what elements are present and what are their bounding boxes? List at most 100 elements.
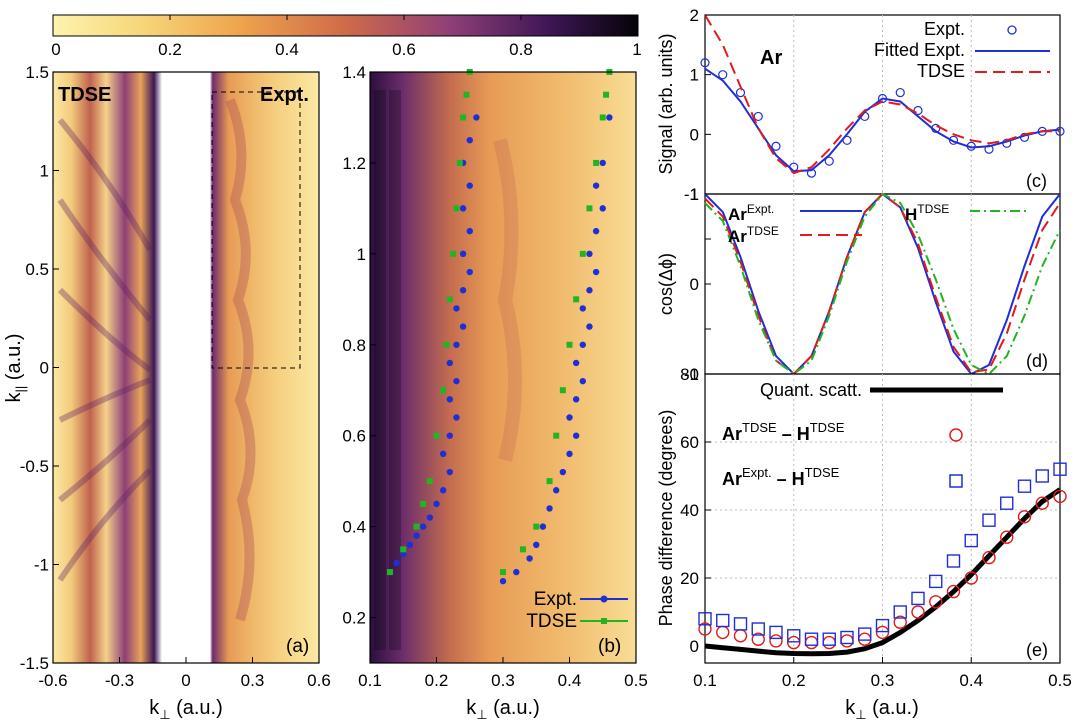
panel-a-roi-box: [211, 91, 301, 369]
panel-e-x-tick-label: 0.3: [871, 671, 895, 690]
panel-b-tdse-point: [443, 341, 450, 348]
panel-b-legend: Expt. TDSE: [526, 589, 628, 632]
panel-e-ar-expt-point: [822, 632, 836, 646]
panel-e-ar-expt-point: [716, 613, 730, 628]
panel-c-expt-point: [824, 156, 834, 166]
panel-e-legend-quant-label: Quant. scatt.: [760, 380, 862, 400]
panel-e-ar-expt-point: [946, 554, 961, 568]
panel-b-tdse-point: [460, 114, 467, 121]
panel-e-ar-expt-point: [858, 627, 872, 641]
panel-d-h-tdse-line: [704, 192, 1061, 376]
panel-c-y-tick-label: -1: [684, 185, 699, 204]
panel-e-ar-tdse-point: [1035, 496, 1049, 510]
panel-a-x-label-base: k: [149, 697, 160, 719]
panel-e-legend-ar-tdse-sup1: TDSE: [742, 420, 777, 435]
panel-a-y-tick-label: -1.5: [20, 654, 49, 673]
panel-d-legend: ArExpt. ArTDSE HTDSE: [728, 202, 1030, 246]
panel-b-tdse-point: [573, 296, 580, 303]
panel-e-ar-tdse-point: [733, 629, 748, 643]
panel-b-expt-point: [592, 182, 600, 189]
panel-e-ar-tdse-point: [787, 635, 801, 650]
panel-b-expt-point: [579, 305, 586, 312]
panel-b-tdse-point: [586, 205, 593, 212]
panel-e-ar-expt-point: [751, 622, 765, 636]
panel-b-y-tick-label: 0.4: [342, 518, 366, 537]
panel-e-ar-expt-point: [1000, 496, 1014, 510]
panel-d-legend-ar-expt-base: Ar: [728, 205, 747, 224]
panel-d-grid: [793, 194, 972, 374]
panel-e-legend-ar-tdse-marker: [949, 428, 963, 442]
panel-e-ar-expt-point: [733, 617, 748, 631]
panel-b-expt-point: [572, 396, 580, 403]
panel-b-texture: [374, 90, 522, 650]
panel-e-y-tick-label: 20: [680, 569, 699, 588]
panel-b-tdse-point: [440, 387, 447, 394]
panel-e-x-ticks: 0.1 0.2 0.3 0.4 0.5: [693, 657, 1072, 690]
panel-a-x-label-unit: (a.u.): [171, 697, 223, 719]
panel-b-expt-point: [513, 568, 520, 576]
panel-b-y-tick-label: 0.6: [342, 427, 366, 446]
panel-a-y-ticks: 1.5 1 0.5 0 -0.5 -1 -1.5: [20, 63, 59, 673]
panel-c-y-label: Signal (arb. units): [656, 33, 676, 174]
panel-b-expt-point: [466, 182, 473, 189]
panel-b-x-label: k⊥ (a.u.): [466, 697, 540, 722]
panel-a-y-tick-label: -0.5: [20, 457, 49, 476]
panel-c-series: [700, 14, 1065, 178]
panel-b-tdse-point: [553, 432, 560, 439]
panel-b-expt-point: [446, 359, 453, 367]
panel-a-texture: [57, 98, 256, 622]
panel-a-y-label: k|| (a.u.): [3, 333, 28, 402]
panel-c-tag: (c): [1026, 171, 1047, 191]
panel-e-y-tick-label: 80: [680, 365, 699, 384]
panel-a-y-tick-label: -1: [34, 556, 49, 575]
panel-b-expt-point: [446, 396, 453, 403]
panel-d-series: [704, 192, 1061, 376]
panel-d-y-label: cos(Δϕ): [656, 253, 676, 315]
panel-c-y-tick-label: 0: [690, 125, 699, 144]
panel-b-tdse-point: [400, 546, 407, 553]
panel-b-expt-point: [586, 323, 593, 330]
panel-b-tdse-point: [603, 91, 610, 98]
panel-d-legend-ar-tdse-label: ArTDSE: [728, 224, 779, 246]
panel-b-y-tick-label: 1.4: [342, 63, 366, 82]
panel-b-x-label-base: k: [466, 697, 477, 719]
panel-e-ar-expt-point: [769, 625, 783, 640]
panel-e-ar-tdse-point: [840, 634, 854, 648]
panel-c-species-label: Ar: [760, 47, 782, 69]
panel-b-expt-point: [459, 250, 467, 258]
panel-c-expt-point: [895, 87, 905, 98]
panel-c-expt-point: [1055, 126, 1065, 136]
panel-a-x-tick-label: -0.6: [38, 671, 67, 690]
panel-a-y-label-base: k: [3, 392, 25, 403]
panel-a-y-label-unit: (a.u.): [3, 333, 25, 385]
panel-b-series: [386, 69, 613, 585]
colorbar-tick-label: 0.6: [392, 40, 416, 59]
panel-b-expt-point: [426, 514, 434, 521]
panel-a-x-tick-label: 0: [181, 671, 190, 690]
panel-b-expt-point: [459, 323, 467, 330]
panel-b-expt-point: [526, 555, 533, 562]
panel-d-legend-ar-expt-label: ArExpt.: [728, 202, 774, 224]
panel-a-x-tick-label: 0.6: [307, 671, 331, 690]
panel-e-legend-ar-expt-label: ArExpt. – HTDSE: [722, 465, 840, 489]
panel-c: Ar Expt. Fitted Expt. TDSE (c) 2 1 0 -1 Sig…: [656, 6, 1065, 204]
panel-b-expt-point: [453, 305, 460, 312]
panel-b-expt-point: [466, 227, 473, 235]
panel-a-x-ticks: -0.6 -0.3 0 0.3 0.6: [38, 657, 331, 690]
panel-c-legend-expt-label: Expt.: [924, 19, 965, 39]
panel-e-ar-tdse-point: [751, 632, 765, 646]
panel-a-y-tick-label: 0.5: [25, 260, 49, 279]
panel-b-expt-point: [559, 468, 567, 476]
panel-d-legend-h-tdse-label: HTDSE: [905, 202, 949, 224]
panel-b-tdse-point: [420, 500, 427, 507]
panel-e-ar-expt-point: [787, 629, 801, 643]
panel-b-expt-point: [466, 268, 473, 276]
panel-b-tdse-point: [599, 114, 606, 121]
panel-e-ar-expt-point: [911, 591, 925, 606]
panel-c-legend-expt-marker: [1007, 25, 1017, 35]
panel-d-y-tick-label: -1: [684, 365, 699, 384]
panel-b-tdse-point: [413, 523, 420, 530]
panel-e-ar-expt-point: [698, 612, 712, 626]
colorbar-gradient: [52, 14, 639, 37]
